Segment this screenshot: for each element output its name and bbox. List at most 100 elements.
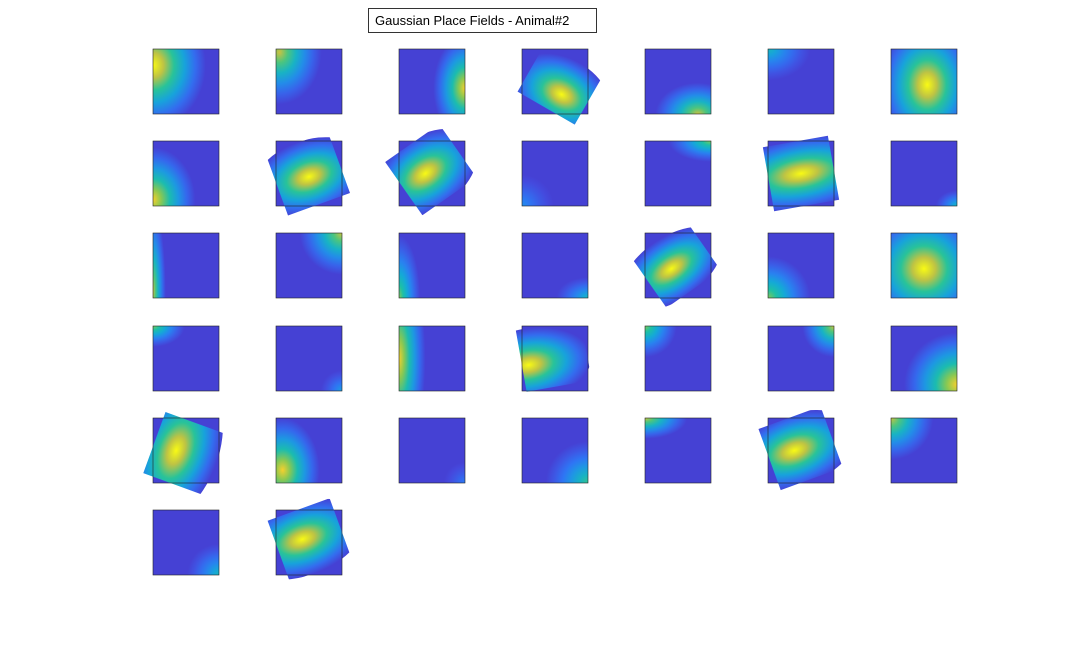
field-blob — [399, 235, 421, 298]
field-blob — [320, 370, 342, 391]
place-field-tile — [152, 140, 220, 207]
tile-border — [275, 325, 343, 392]
place-field-tile — [398, 417, 466, 484]
place-field-tile — [644, 140, 712, 207]
tile-border — [767, 48, 835, 115]
field-blob — [545, 441, 588, 483]
field-blob — [143, 412, 223, 496]
tile-border — [275, 48, 343, 115]
place-field-tile — [398, 48, 466, 115]
field-blob — [629, 226, 721, 308]
field-blob — [153, 147, 196, 206]
place-field-tile — [152, 325, 220, 392]
place-field-tile — [629, 226, 721, 308]
tile-border — [152, 417, 220, 484]
place-field-tile — [890, 48, 958, 115]
place-field-tile — [890, 325, 958, 392]
tile-border — [521, 48, 589, 115]
field-blob — [153, 49, 206, 114]
field-blob — [904, 332, 957, 391]
tile-border — [644, 417, 712, 484]
place-field-tile — [398, 325, 466, 392]
field-blob — [655, 82, 711, 114]
field-blob — [433, 49, 465, 114]
tile-border — [152, 140, 220, 207]
tile-border — [275, 417, 343, 484]
tile-border — [521, 417, 589, 484]
tile-border — [644, 140, 712, 207]
place-field-tile — [267, 498, 352, 580]
tile-border — [890, 325, 958, 392]
tile-border — [398, 232, 466, 299]
field-blob — [267, 498, 352, 580]
place-field-tile — [517, 48, 608, 125]
field-blob — [645, 326, 677, 358]
place-field-tile — [644, 48, 712, 115]
title: Gaussian Place Fields - Animal#2 — [368, 8, 597, 33]
place-field-tile — [521, 417, 589, 484]
place-field-tile — [767, 232, 835, 299]
tile-border — [521, 232, 589, 299]
place-field-tile — [515, 325, 592, 392]
tile-border — [890, 48, 958, 115]
tile-border — [767, 325, 835, 392]
field-blob — [399, 326, 426, 391]
field-blob — [802, 326, 834, 358]
tile-border — [152, 325, 220, 392]
field-blob — [515, 327, 592, 392]
field-blob — [762, 135, 840, 212]
place-field-tile — [265, 137, 351, 216]
field-blob — [385, 128, 477, 216]
tile-border — [521, 140, 589, 207]
tile-border — [398, 48, 466, 115]
tile-border — [644, 325, 712, 392]
tile-border — [767, 417, 835, 484]
tile-border — [152, 232, 220, 299]
field-blob — [891, 418, 934, 460]
tile-border — [767, 140, 835, 207]
place-field-tile — [758, 410, 843, 491]
field-blob — [522, 174, 554, 206]
field-blob — [276, 49, 322, 105]
place-field-tile — [143, 412, 223, 496]
field-blob — [187, 543, 219, 575]
tile-border — [767, 232, 835, 299]
tile-border — [398, 417, 466, 484]
place-field-tile — [521, 140, 589, 207]
tile-border — [275, 140, 343, 207]
place-field-tile — [152, 509, 220, 576]
tile-border — [152, 509, 220, 576]
tile-border — [275, 232, 343, 299]
field-blob — [276, 418, 320, 483]
field-blob — [935, 190, 957, 206]
place-field-tile — [767, 325, 835, 392]
place-field-tile — [275, 48, 343, 115]
tile-border — [521, 325, 589, 392]
place-field-tile — [890, 140, 958, 207]
place-field-tile — [275, 417, 343, 484]
place-field-tile — [152, 232, 220, 299]
place-field-tile — [767, 48, 835, 115]
tile-border — [398, 325, 466, 392]
tile-border — [890, 417, 958, 484]
tile-border — [890, 232, 958, 299]
place-field-tile — [152, 48, 220, 115]
tile-border — [644, 48, 712, 115]
tile-border — [398, 140, 466, 207]
place-field-tile — [275, 325, 343, 392]
field-blob — [153, 233, 166, 298]
field-blob — [891, 233, 957, 298]
field-blob — [768, 256, 811, 298]
place-field-tile — [644, 417, 712, 484]
field-blob — [153, 326, 185, 347]
place-field-tile — [762, 135, 840, 212]
field-blob — [891, 49, 957, 114]
field-blob — [758, 410, 843, 491]
place-field-tile — [521, 232, 589, 299]
tile-border — [275, 509, 343, 576]
tile-border — [152, 48, 220, 115]
place-field-tile — [644, 325, 712, 392]
place-field-tile — [398, 232, 466, 299]
field-blob — [645, 418, 688, 439]
